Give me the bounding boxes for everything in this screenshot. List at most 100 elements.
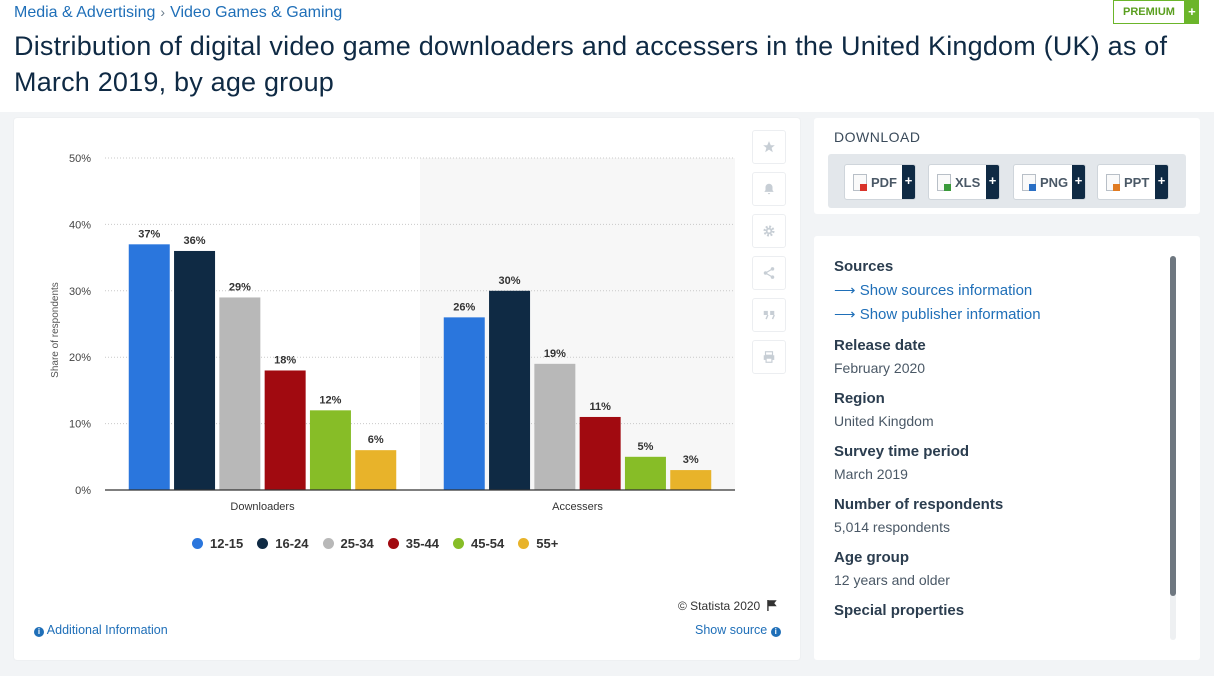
special-properties-label: Special properties bbox=[834, 602, 965, 619]
plus-icon: + bbox=[1155, 165, 1168, 199]
breadcrumb-media-advertising[interactable]: Media & Advertising bbox=[14, 4, 156, 21]
region-label: Region bbox=[834, 390, 885, 407]
gear-icon[interactable] bbox=[752, 214, 786, 248]
legend-label: 16-24 bbox=[275, 536, 309, 551]
chart-toolbar bbox=[752, 130, 786, 382]
breadcrumb: Media & Advertising › Video Games & Gaming bbox=[14, 4, 342, 22]
chart-card: 0% 10% 20% 30% 40% 50% Share of respondents 37%… bbox=[14, 118, 800, 660]
page-title: Distribution of digital video game downl… bbox=[14, 31, 1168, 97]
download-ppt-button[interactable]: PPT + bbox=[1097, 164, 1169, 200]
download-panel: DOWNLOAD PDF + XLS + PNG + PPT + bbox=[814, 118, 1200, 214]
release-date-label: Release date bbox=[834, 337, 926, 354]
age-group-value: 12 years and older bbox=[834, 572, 950, 588]
breadcrumb-video-games[interactable]: Video Games & Gaming bbox=[170, 4, 343, 21]
arrow-icon: ⟶ bbox=[834, 282, 856, 299]
plus-icon: + bbox=[1072, 165, 1085, 199]
data-label: 12% bbox=[319, 394, 341, 406]
scrollbar-thumb[interactable] bbox=[1170, 256, 1176, 596]
survey-period-value: March 2019 bbox=[834, 466, 908, 482]
respondents-value: 5,014 respondents bbox=[834, 519, 950, 535]
data-label: 36% bbox=[184, 235, 206, 247]
legend-label: 55+ bbox=[536, 536, 559, 551]
bar bbox=[579, 416, 621, 490]
legend-label: 35-44 bbox=[405, 536, 439, 551]
y-tick-label: 10% bbox=[69, 419, 91, 431]
copyright-text: © Statista 2020 bbox=[678, 599, 761, 613]
legend-item[interactable]: 55+ bbox=[518, 536, 558, 551]
scrollbar-track[interactable] bbox=[1170, 256, 1176, 640]
bar bbox=[534, 363, 576, 490]
y-tick-label: 0% bbox=[75, 485, 91, 497]
share-icon[interactable] bbox=[752, 256, 786, 290]
y-tick-label: 20% bbox=[69, 352, 91, 364]
data-label: 5% bbox=[637, 441, 653, 453]
download-xls-button[interactable]: XLS + bbox=[928, 164, 1000, 200]
age-group-label: Age group bbox=[834, 549, 909, 566]
additional-information-link[interactable]: i Additional Information bbox=[34, 623, 168, 637]
bar bbox=[624, 456, 666, 490]
copyright: © Statista 2020 bbox=[678, 599, 778, 613]
pdf-file-icon bbox=[853, 173, 867, 191]
data-label: 29% bbox=[229, 281, 251, 293]
bar bbox=[489, 290, 531, 490]
legend-label: 25-34 bbox=[340, 536, 374, 551]
bar bbox=[174, 250, 216, 490]
respondents-label: Number of respondents bbox=[834, 496, 1004, 513]
print-icon[interactable] bbox=[752, 340, 786, 374]
legend-item[interactable]: 12-15 bbox=[192, 536, 243, 551]
legend-item[interactable]: 35-44 bbox=[387, 536, 439, 551]
sources-panel: Sources ⟶ Show sources information ⟶ Sho… bbox=[814, 236, 1200, 660]
data-label: 6% bbox=[368, 434, 384, 446]
bar-chart: 0% 10% 20% 30% 40% 50% Share of respondents 37%… bbox=[50, 153, 735, 513]
chart-legend: 12-15 16-24 25-34 35-44 45-54 55+ bbox=[192, 536, 572, 551]
bar bbox=[670, 470, 712, 490]
show-source-label: Show source bbox=[695, 623, 768, 637]
data-label: 18% bbox=[274, 354, 296, 366]
premium-badge[interactable]: PREMIUM + bbox=[1113, 0, 1199, 24]
sources-content: Sources ⟶ Show sources information ⟶ Sho… bbox=[834, 258, 1164, 625]
y-tick-label: 30% bbox=[69, 286, 91, 298]
legend-label: 12-15 bbox=[210, 536, 244, 551]
y-axis-label: Share of respondents bbox=[50, 282, 61, 378]
bar bbox=[443, 317, 485, 490]
legend-item[interactable]: 25-34 bbox=[322, 536, 374, 551]
legend-swatch bbox=[518, 538, 530, 549]
plus-icon: + bbox=[986, 165, 999, 199]
show-sources-link[interactable]: ⟶ Show sources information bbox=[834, 281, 1164, 299]
download-buttons: PDF + XLS + PNG + PPT + bbox=[828, 154, 1186, 208]
info-icon: i bbox=[770, 627, 781, 637]
show-sources-label: Show sources information bbox=[859, 282, 1033, 299]
flag-icon[interactable] bbox=[766, 600, 778, 611]
plus-icon: + bbox=[902, 165, 915, 199]
legend-swatch bbox=[257, 538, 269, 549]
bar bbox=[309, 410, 351, 490]
header: Media & Advertising › Video Games & Gaming… bbox=[0, 0, 1214, 112]
quote-icon[interactable] bbox=[752, 298, 786, 332]
bar bbox=[128, 244, 170, 490]
data-label: 11% bbox=[589, 401, 611, 413]
release-date-value: February 2020 bbox=[834, 360, 926, 376]
bell-icon[interactable] bbox=[752, 172, 786, 206]
survey-period-label: Survey time period bbox=[834, 443, 970, 460]
bar bbox=[355, 450, 397, 490]
legend-item[interactable]: 16-24 bbox=[257, 536, 309, 551]
download-pdf-label: PDF bbox=[871, 174, 897, 190]
download-png-label: PNG bbox=[1040, 174, 1069, 190]
x-tick-label: Accessers bbox=[552, 501, 603, 513]
png-file-icon bbox=[1022, 173, 1036, 191]
download-pdf-button[interactable]: PDF + bbox=[844, 164, 916, 200]
data-label: 26% bbox=[453, 301, 475, 313]
show-publisher-link[interactable]: ⟶ Show publisher information bbox=[834, 305, 1164, 323]
y-tick-label: 50% bbox=[69, 153, 91, 165]
show-source-link[interactable]: Show source i bbox=[695, 623, 781, 637]
arrow-icon: ⟶ bbox=[834, 306, 856, 323]
star-icon[interactable] bbox=[752, 130, 786, 164]
breadcrumb-separator: › bbox=[160, 4, 166, 20]
data-label: 3% bbox=[683, 454, 699, 466]
download-png-button[interactable]: PNG + bbox=[1013, 164, 1086, 200]
bar bbox=[264, 370, 306, 490]
legend-swatch bbox=[322, 538, 334, 549]
legend-item[interactable]: 45-54 bbox=[453, 536, 504, 551]
ppt-file-icon bbox=[1106, 173, 1120, 191]
additional-information-label: Additional Information bbox=[46, 623, 168, 637]
